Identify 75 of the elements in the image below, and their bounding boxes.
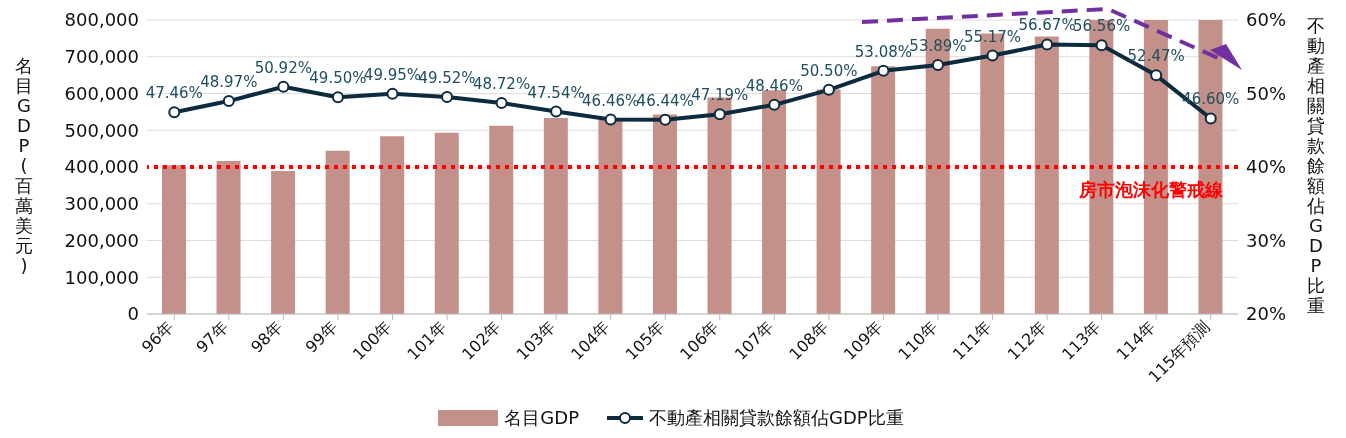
y-tick-label: 600,000 [64,82,139,104]
text: 名目GDP(百萬美元) [15,55,33,276]
x-tick-label: 109年 [839,317,887,364]
point [222,95,235,108]
x-tick-label: 104年 [567,317,614,364]
bar [598,119,623,314]
y2-tick-label: 30% [1246,229,1287,251]
y-tick-label: 700,000 [64,46,139,68]
x-tick-label: 100年 [348,317,396,364]
y-tick-label: 800,000 [64,9,139,31]
y2-tick-label: 40% [1246,156,1287,178]
bar [871,66,896,314]
x-tick-label: 113年 [1058,317,1105,364]
point [1041,38,1054,51]
data-label: 47.46% [145,84,203,103]
y2-tick-label: 60% [1246,9,1287,31]
y-tick-label: 0 [127,303,139,325]
x-tick-label: 105年 [621,317,669,364]
bar [762,90,787,314]
x-tick-label: 101年 [403,317,450,364]
point [1150,69,1163,82]
y2-tick-label: 50% [1246,82,1287,104]
point [877,64,890,77]
bar [271,171,296,314]
x-tick-label: 114年 [1112,317,1159,364]
data-label: 46.44% [636,91,694,110]
point [659,113,672,126]
point [277,80,290,93]
data-label: 50.50% [800,61,858,80]
point [550,105,563,118]
point [604,113,617,126]
text: 不動產相關貸款餘額佔GDP比重 [1307,15,1325,316]
point [441,91,454,104]
legend-label: 不動產相關貸款餘額佔GDP比重 [649,406,904,430]
point [713,108,726,121]
bar [1034,36,1059,314]
x-tick-label: 102年 [458,317,505,364]
bar [162,165,186,314]
bar [380,136,405,314]
bar [434,132,459,314]
x-tick-label: 97年 [192,317,232,357]
bar [325,150,350,314]
legend-label: 名目GDP [504,406,579,430]
bar [816,89,841,314]
bar [489,125,514,314]
point [1204,112,1217,125]
point [386,87,399,100]
y2-tick-label: 20% [1246,303,1287,325]
point [822,83,835,96]
x-tick-label: 111年 [949,317,996,364]
point [931,58,944,71]
y-tick-label: 400,000 [64,156,139,178]
x-tick-label: 99年 [301,317,341,357]
data-label: 52.47% [1127,47,1185,66]
y-tick-label: 200,000 [64,229,139,251]
y-tick-label: 300,000 [64,193,139,215]
point [331,91,344,104]
bar [216,161,241,314]
x-tick-label: 108年 [785,317,832,364]
x-tick-label: 103年 [512,317,559,364]
x-tick-label: 98年 [247,317,287,357]
bar [543,118,568,314]
y-tick-label: 500,000 [64,119,139,141]
x-tick-label: 96年 [137,317,178,357]
x-tick-label: 110年 [894,317,941,364]
point [768,98,781,111]
point [986,49,999,62]
point [495,96,508,109]
point [1095,39,1108,52]
bar [652,114,677,314]
point [168,106,181,119]
y-tick-label: 100,000 [64,266,139,288]
x-tick-label: 112年 [1003,317,1050,364]
data-label: 56.56% [1073,17,1131,36]
data-label: 48.46% [745,76,803,95]
